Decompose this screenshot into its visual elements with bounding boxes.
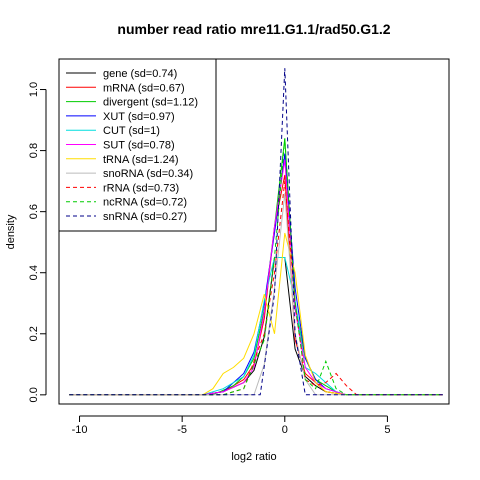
series-line-9 xyxy=(69,138,443,396)
x-tick-label: 5 xyxy=(384,424,390,436)
x-tick-label: 0 xyxy=(282,424,288,436)
y-tick-label: 0.2 xyxy=(28,326,40,341)
x-tick-label: -10 xyxy=(72,424,88,436)
legend-label-8: rRNA (sd=0.73) xyxy=(103,182,179,194)
series-line-4 xyxy=(69,257,443,396)
y-axis: 0.0 0.2 0.4 0.6 0.8 1.0 xyxy=(28,82,47,402)
series-lines xyxy=(69,68,443,396)
legend-label-3: XUT (sd=0.97) xyxy=(103,111,175,123)
legend-label-9: ncRNA (sd=0.72) xyxy=(103,197,187,209)
y-tick-label: 0.8 xyxy=(28,143,40,158)
legend-items: gene (sd=0.74) mRNA (sd=0.67) divergent (s… xyxy=(66,68,198,223)
legend-label-6: tRNA (sd=1.24) xyxy=(103,154,179,166)
y-tick-label: 0.6 xyxy=(28,204,40,219)
legend-label-0: gene (sd=0.74) xyxy=(103,68,177,80)
legend-label-5: SUT (sd=0.78) xyxy=(103,140,175,152)
series-line-5 xyxy=(69,159,443,396)
x-axis-label: log2 ratio xyxy=(231,451,276,463)
chart-title: number read ratio mre11.G1.1/rad50.G1.2 xyxy=(117,21,390,37)
series-line-10 xyxy=(69,68,443,396)
legend-label-7: snoRNA (sd=0.34) xyxy=(103,168,193,180)
x-tick-label: -5 xyxy=(177,424,187,436)
x-axis: -10 -5 0 5 xyxy=(72,415,390,436)
legend: gene (sd=0.74) mRNA (sd=0.67) divergent (s… xyxy=(58,58,217,232)
series-line-7 xyxy=(69,193,443,396)
y-axis-label: density xyxy=(5,214,17,249)
legend-label-2: divergent (sd=1.12) xyxy=(103,97,198,109)
y-tick-label: 0.4 xyxy=(28,265,40,280)
y-tick-label: 0.0 xyxy=(28,387,40,402)
y-tick-label: 1.0 xyxy=(28,82,40,97)
legend-label-10: snRNA (sd=0.27) xyxy=(103,211,187,223)
series-line-6 xyxy=(69,232,443,396)
legend-label-1: mRNA (sd=0.67) xyxy=(103,82,185,94)
legend-label-4: CUT (sd=1) xyxy=(103,125,160,137)
